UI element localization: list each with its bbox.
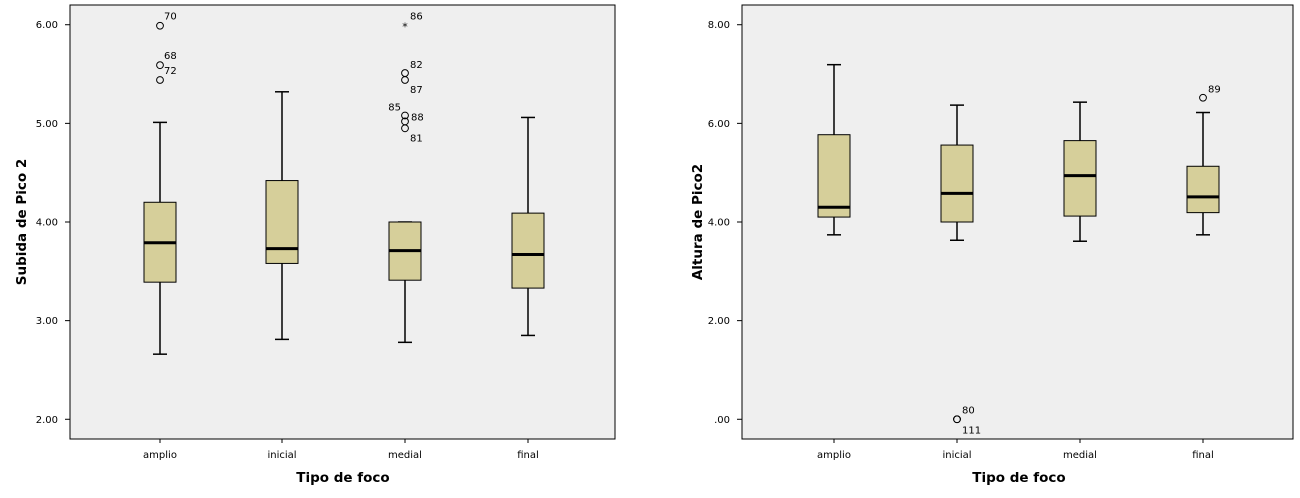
outlier-point (1199, 93, 1207, 102)
x-axis-title: Tipo de foco (296, 470, 389, 486)
iqr-box (1186, 165, 1220, 214)
y-tick-label: 6.00 (708, 119, 730, 130)
plot-area (741, 4, 1294, 440)
outlier-label: 111 (962, 425, 981, 436)
x-tick-label: amplio (817, 450, 851, 461)
iqr-box (817, 134, 851, 218)
outlier-star: * (402, 21, 408, 34)
x-tick-label: inicial (942, 450, 971, 461)
x-tick-label: final (517, 450, 539, 461)
outlier-label: 72 (164, 66, 177, 77)
outlier-point (156, 61, 164, 70)
y-tick-label: 2.00 (36, 415, 58, 426)
outlier-label: 86 (410, 12, 423, 23)
y-tick-label: 3.00 (36, 316, 58, 327)
y-tick-label: 8.00 (708, 20, 730, 31)
x-tick-label: inicial (267, 450, 296, 461)
outlier-point (156, 21, 164, 30)
outlier-point (953, 415, 961, 424)
outlier-point (156, 76, 164, 84)
x-axis-title: Tipo de foco (972, 470, 1065, 486)
y-tick-label: 2.00 (708, 316, 730, 327)
outlier-label: 85 (388, 102, 401, 113)
y-tick-label: 6.00 (36, 20, 58, 31)
y-axis-title: Subida de Pico 2 (14, 159, 30, 286)
outlier-label: 81 (410, 133, 423, 144)
chart-subida-de-pico-2: Tipo de foco Subida de Pico 2 2.00 3.00 4.… (14, 4, 616, 486)
outlier-label: 68 (164, 51, 177, 62)
outlier-label: 80 (962, 405, 975, 416)
x-tick-label: medial (1063, 450, 1097, 461)
iqr-box (265, 180, 299, 264)
y-tick-label: 4.00 (36, 218, 58, 229)
box-medial (1063, 101, 1097, 242)
outlier-label: 82 (410, 60, 423, 71)
box-inicial (265, 91, 299, 341)
outlier-point (401, 111, 409, 120)
outlier-point (401, 124, 409, 133)
x-tick-label: medial (388, 450, 422, 461)
chart-altura-de-pico2: Tipo de foco Altura de Pico2 .00 2.00 4.00… (690, 4, 1294, 486)
outlier-label: 70 (164, 12, 177, 23)
outlier-point (401, 76, 409, 84)
box-inicial: 80 111 (940, 104, 981, 436)
y-tick-label: 4.00 (708, 218, 730, 229)
x-tick-label: final (1192, 450, 1214, 461)
x-tick-label: amplio (143, 450, 177, 461)
iqr-box (1063, 140, 1097, 217)
outlier-label: 89 (1208, 85, 1221, 96)
iqr-box (511, 212, 545, 289)
y-axis-title: Altura de Pico2 (690, 164, 706, 280)
box-amplio: 70 68 72 (143, 12, 177, 355)
box-final (511, 116, 545, 337)
outlier-label: 88 (411, 112, 424, 123)
y-tick-label: 5.00 (36, 119, 58, 130)
outlier-label: 87 (410, 85, 423, 96)
box-final: 89 (1186, 85, 1221, 236)
y-tick-label: .00 (714, 415, 730, 426)
box-amplio (817, 63, 851, 236)
box-medial: *86 82 87 85 88 81 (388, 12, 424, 344)
iqr-box (940, 144, 974, 223)
